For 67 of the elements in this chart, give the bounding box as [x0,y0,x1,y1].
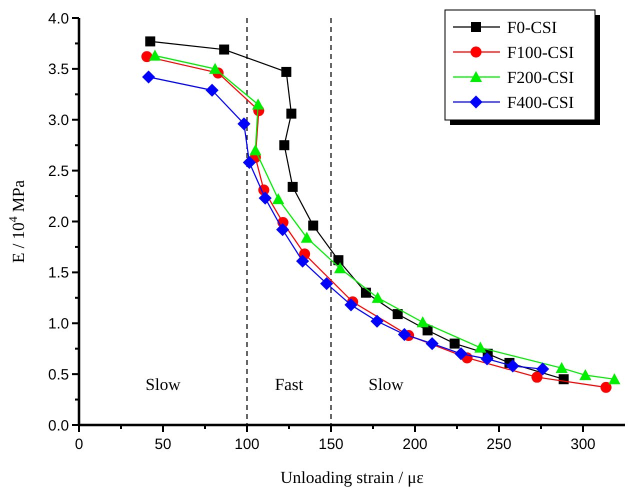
point [450,338,460,349]
point [531,372,542,383]
point [237,117,250,130]
point [279,140,290,150]
point [454,347,468,360]
point [296,254,310,268]
annotation: Slow [368,375,404,394]
y-tick-label: 1.0 [48,316,69,332]
point [360,288,371,298]
point [600,382,612,393]
point [398,328,411,341]
point [480,352,494,366]
legend-label: F400-CSI [507,92,574,112]
point [308,220,318,231]
point [334,262,346,274]
point [209,62,222,74]
x-tick-label: 300 [570,436,596,453]
point [579,369,592,380]
point [281,66,292,77]
point [276,223,290,236]
legend-label: F200-CSI [507,68,574,87]
point [252,98,264,110]
point [272,193,284,204]
point [300,232,313,243]
annotation: Slow [146,375,182,394]
x-tick-label: 150 [318,436,344,453]
point [145,36,156,46]
point [392,309,403,320]
y-tick-label: 0.5 [48,366,69,384]
y-tick-label: 2.5 [48,162,69,180]
x-tick-label: 50 [154,436,172,453]
y-tick-label: 3.0 [48,112,69,129]
point [206,84,219,97]
point [608,373,620,384]
point [219,44,230,55]
point [506,359,520,372]
x-tick-label: 100 [234,436,260,453]
annotation: Fast [274,375,304,394]
x-tick-label: 200 [402,436,428,453]
point [370,314,384,328]
y-tick-label: 3.5 [48,61,69,78]
point [258,192,272,205]
point [142,70,156,84]
point [286,108,296,119]
point [474,342,486,353]
point [556,362,568,374]
y-tick-label: 1.5 [48,264,69,282]
x-axis-title: Unloading strain / με [280,468,424,487]
legend-label: F100-CSI [507,42,574,62]
y-tick-label: 0.0 [48,417,69,434]
point [288,182,298,192]
y-tick-label: 2.0 [48,214,69,231]
point [249,144,262,156]
point [320,277,334,290]
point [372,292,384,303]
legend-label: F0-CSI [507,18,558,37]
point [426,337,439,350]
point [344,298,358,312]
point [536,362,550,376]
point [416,316,429,328]
point [141,51,152,62]
point [242,156,256,169]
point [148,50,161,61]
y-tick-label: 4.0 [48,10,69,28]
x-tick-label: 250 [486,436,512,453]
x-tick-label: 0 [74,436,84,453]
point [333,255,344,266]
